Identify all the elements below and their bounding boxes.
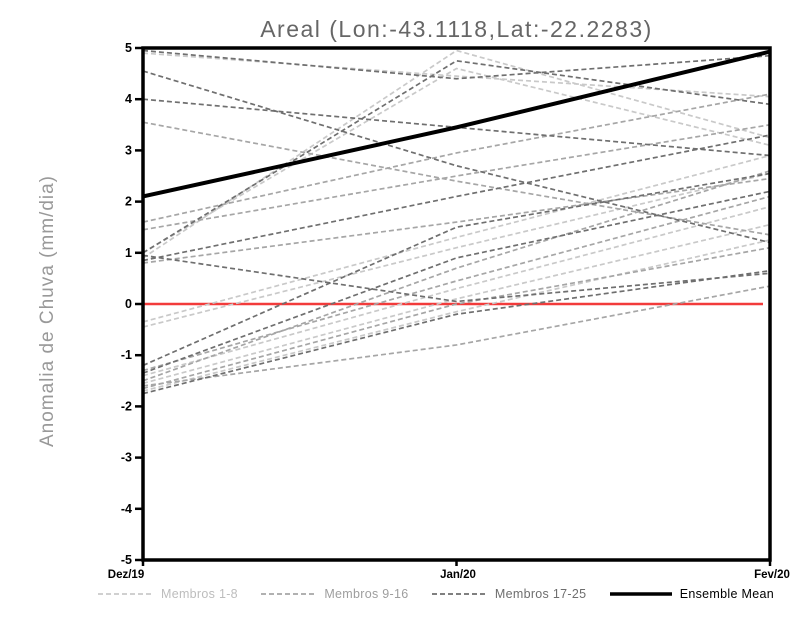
y-tick-label: 1: [125, 246, 132, 260]
member-line: [143, 123, 770, 231]
y-tick-label: -3: [121, 451, 132, 465]
y-tick-label: 2: [125, 195, 132, 209]
member-line: [143, 195, 770, 372]
ensemble-mean-line: [143, 49, 770, 199]
member-line: [143, 121, 770, 236]
member-line: [143, 70, 770, 244]
member-line: [143, 49, 770, 259]
member-line: [143, 172, 770, 367]
member-line: [143, 269, 770, 395]
legend: Membros 1-8 Membros 9-16 Membros 17-25 Ense…: [98, 585, 774, 603]
legend-item: Membros 1-8: [98, 587, 238, 601]
legend-line-sample: [609, 592, 672, 596]
member-line: [143, 239, 770, 392]
legend-label: Membros 9-16: [324, 587, 409, 601]
member-line: [143, 177, 770, 264]
member-line: [143, 154, 770, 323]
legend-item: Ensemble Mean: [609, 587, 774, 601]
member-line: [143, 190, 770, 374]
member-line: [143, 254, 770, 303]
member-line: [143, 246, 770, 390]
member-line: [143, 67, 770, 254]
x-tick-label: Fev/20: [754, 569, 790, 580]
y-tick-label: 4: [125, 92, 132, 106]
y-tick-label: 3: [125, 143, 132, 157]
member-line: [143, 93, 770, 223]
x-tick-label: Jan/20: [440, 569, 476, 580]
plot-area: 5 4 3 2 1 0 -1 -2 -3 -4 -5 Dez/19 Jan/20 Fev/20: [108, 41, 790, 580]
y-tick-label: -2: [121, 399, 132, 413]
legend-item: Membros 17-25: [431, 587, 587, 601]
y-tick-label: -1: [121, 348, 132, 362]
member-line: [143, 172, 770, 328]
y-tick-label: -4: [121, 502, 132, 516]
member-line: [143, 59, 770, 254]
member-line: [143, 134, 770, 262]
legend-label: Membros 1-8: [161, 587, 238, 601]
x-tick-label: Dez/19: [108, 569, 144, 580]
y-tick-label: -5: [121, 553, 132, 567]
y-tick-label: 5: [125, 41, 132, 55]
legend-label: Ensemble Mean: [679, 587, 774, 601]
member-line: [143, 205, 770, 377]
member-line: [143, 49, 770, 80]
legend-label: Membros 17-25: [494, 587, 587, 601]
legend-item: Membros 9-16: [261, 587, 408, 601]
y-tick-label: 0: [125, 297, 132, 311]
legend-line-sample: [431, 593, 487, 595]
chart-title: Areal (Lon:-43.1118,Lat:-22.2283): [260, 16, 653, 42]
legend-line-sample: [98, 593, 153, 595]
member-line: [143, 223, 770, 385]
legend-line-sample: [261, 593, 317, 595]
member-line: [143, 285, 770, 387]
